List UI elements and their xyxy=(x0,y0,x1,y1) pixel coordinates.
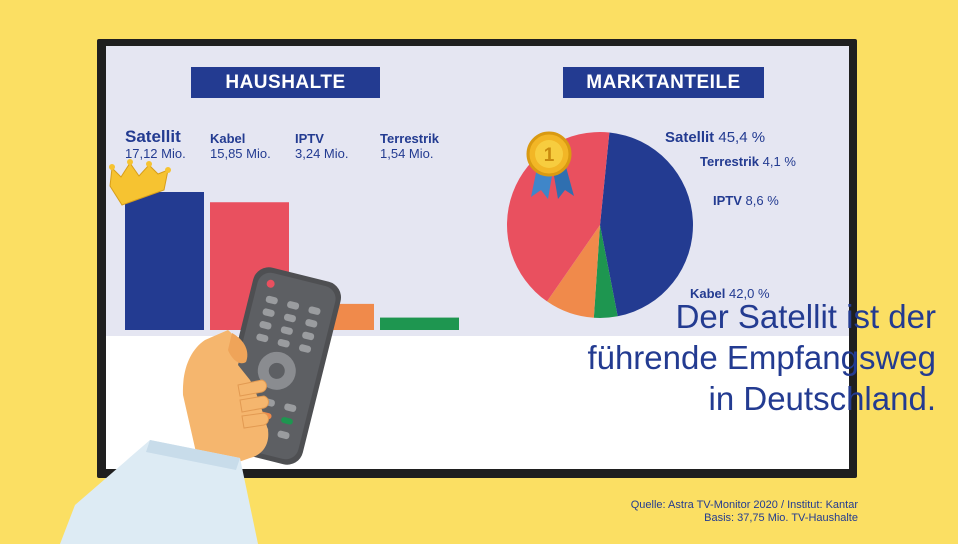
pie-slice-iptv xyxy=(547,225,600,318)
bar-value-terrestrik: 1,54 Mio. xyxy=(380,146,434,161)
bar-value-kabel: 15,85 Mio. xyxy=(210,146,271,161)
pie-label-terrestrik-value: 4,1 % xyxy=(762,154,796,169)
svg-text:1: 1 xyxy=(544,145,555,166)
pie-label-terrestrik-name: Terrestrik xyxy=(700,154,760,169)
pie-label-kabel-value: 42,0 % xyxy=(729,286,770,301)
bar-satellit xyxy=(125,192,204,330)
headline-line-2: führende Empfangsweg xyxy=(587,339,936,376)
pie-label-satellit: Satellit 45,4 % xyxy=(665,129,765,146)
pie-chart-title: MARKTANTEILE xyxy=(563,67,764,98)
headline-line-1: Der Satellit ist der xyxy=(675,298,936,335)
bar-label-kabel: Kabel xyxy=(210,131,246,146)
bar-value-iptv: 3,24 Mio. xyxy=(295,146,349,161)
bar-chart-title: HAUSHALTE xyxy=(191,67,380,98)
bar-label-iptv: IPTV xyxy=(295,131,324,146)
crown-icon xyxy=(109,159,171,206)
source-note: Quelle: Astra TV-Monitor 2020 / Institut… xyxy=(631,499,858,525)
pie-slice-satellit xyxy=(600,132,693,317)
pie-label-iptv: IPTV 8,6 % xyxy=(713,193,779,208)
pie-label-kabel: Kabel 42,0 % xyxy=(690,286,770,301)
pie-label-terrestrik: Terrestrik 4,1 % xyxy=(700,154,796,169)
source-line-2: Basis: 37,75 Mio. TV-Haushalte xyxy=(704,512,858,524)
medal-icon: 1 xyxy=(526,131,574,199)
pie-label-satellit-name: Satellit xyxy=(665,129,715,146)
pie-label-satellit-value: 45,4 % xyxy=(718,129,766,146)
bar-value-satellit: 17,12 Mio. xyxy=(125,146,186,161)
pie-label-kabel-name: Kabel xyxy=(690,286,726,301)
headline: Der Satellit ist der führende Empfangswe… xyxy=(587,296,936,419)
pie-label-iptv-value: 8,6 % xyxy=(745,193,779,208)
pie-label-iptv-name: IPTV xyxy=(713,193,742,208)
hand-icon xyxy=(60,330,269,544)
pie-slice-kabel xyxy=(507,132,610,302)
pie-slice-terrestrik xyxy=(593,225,618,318)
bar-label-satellit: Satellit xyxy=(125,127,181,146)
headline-line-3: in Deutschland. xyxy=(708,380,936,417)
bar-label-terrestrik: Terrestrik xyxy=(380,131,440,146)
source-line-1: Quelle: Astra TV-Monitor 2020 / Institut… xyxy=(630,499,858,511)
bar-terrestrik xyxy=(380,317,459,330)
